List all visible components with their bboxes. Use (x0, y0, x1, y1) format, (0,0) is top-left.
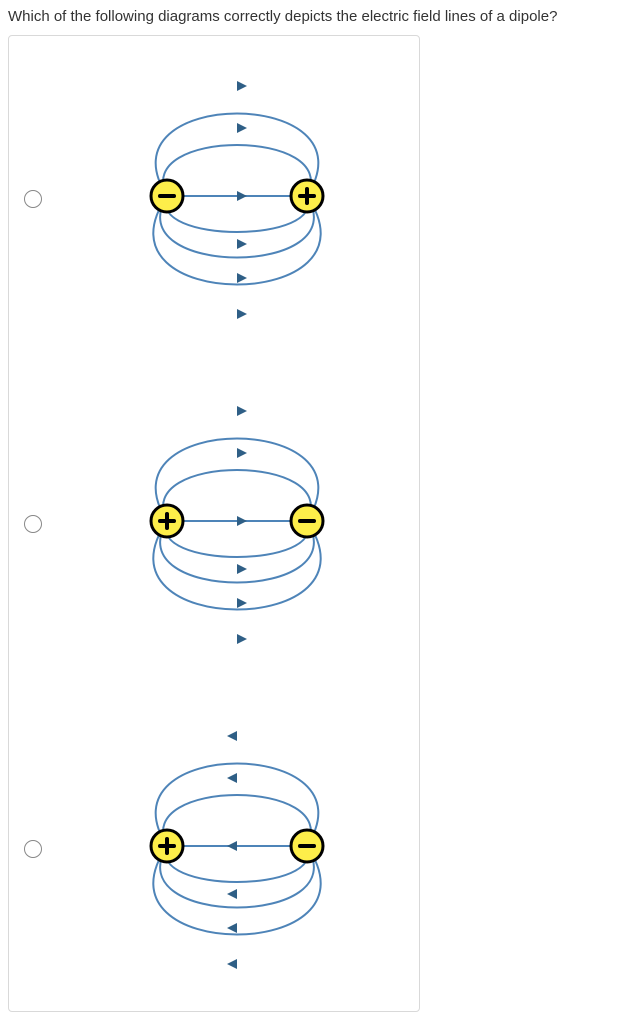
radio-1[interactable] (24, 190, 42, 208)
option-3[interactable] (9, 686, 419, 1011)
option-1[interactable] (9, 36, 419, 361)
radio-2[interactable] (24, 515, 42, 533)
diagram-1 (72, 56, 404, 341)
question-text: Which of the following diagrams correctl… (8, 8, 623, 25)
options-container (8, 35, 420, 1012)
diagram-2 (72, 381, 404, 666)
radio-3[interactable] (24, 840, 42, 858)
option-2[interactable] (9, 361, 419, 686)
diagram-3 (72, 706, 404, 991)
